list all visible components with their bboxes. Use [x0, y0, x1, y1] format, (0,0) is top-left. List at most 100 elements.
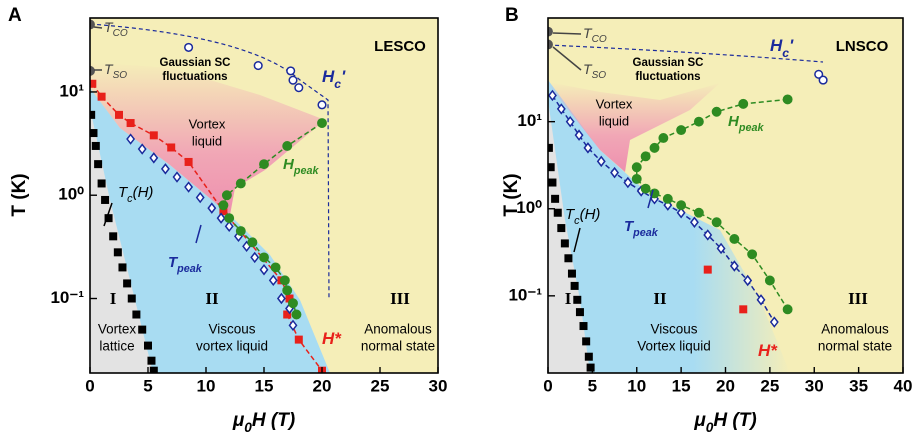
square-marker [560, 239, 569, 248]
square-marker [167, 143, 176, 152]
circle-marker [291, 309, 302, 320]
tco-label-part: CO [113, 28, 128, 39]
circle-marker [317, 118, 327, 128]
label-arrow [103, 202, 113, 227]
circle-marker [764, 275, 775, 286]
panel-label: B [505, 5, 519, 26]
x-tick-label: 40 [894, 376, 913, 395]
tc-label-part: (H) [580, 206, 601, 223]
tpeak-label: Tpeak [168, 254, 203, 275]
x-tick-label: 30 [805, 376, 824, 395]
square-marker [551, 194, 560, 203]
circle-marker [711, 106, 722, 117]
tso-label: TSO [583, 61, 606, 81]
square-marker [548, 143, 553, 152]
diamond-marker [623, 176, 633, 189]
circle-marker [247, 237, 258, 248]
square-marker [564, 254, 573, 263]
diamond-marker [556, 103, 566, 115]
circle-marker [235, 178, 246, 189]
x-axis-label-part: 0 [706, 420, 714, 435]
square-marker [127, 294, 136, 303]
y-tick-label: 10⁰ [58, 185, 84, 204]
panel-b-background [548, 18, 903, 373]
hc-label-part: c [782, 46, 789, 60]
diamond-marker [276, 292, 286, 305]
hc-label-part: H [322, 67, 335, 86]
x-axis-label-part: H (T) [713, 410, 756, 431]
x-tick-label: 30 [429, 376, 448, 395]
tpeak-label-part: T [168, 254, 179, 271]
square-marker [294, 335, 303, 344]
diamond-marker [172, 171, 182, 183]
diamond-marker [207, 202, 217, 214]
hpeak-label: Hpeak [728, 113, 764, 134]
x-tick-label: 25 [371, 376, 390, 395]
panel-a-background [90, 18, 438, 373]
square-marker [184, 157, 193, 166]
tc-label-part: T [118, 184, 129, 201]
circle-marker [818, 75, 828, 85]
square-marker [573, 295, 582, 304]
sample-name: LNSCO [836, 38, 889, 55]
tso-label-part: T [104, 61, 114, 77]
square-marker [109, 232, 118, 241]
diamond-marker [769, 316, 779, 328]
square-marker [548, 163, 555, 172]
circle-marker [218, 200, 229, 211]
circle-marker [286, 66, 296, 76]
circle-marker [782, 304, 793, 315]
hc-label-part: ' [341, 67, 346, 86]
hpeak-label-part: peak [738, 122, 765, 134]
x-axis-label-part: 0 [244, 420, 252, 435]
circle-marker [640, 151, 651, 162]
hc-label-part: H [770, 36, 783, 55]
circle-marker [548, 26, 553, 37]
fluctuation-label: fluctuations [162, 71, 227, 83]
square-marker [91, 141, 100, 150]
tc-label: Tc(H) [118, 184, 153, 205]
circle-marker [631, 173, 642, 184]
x-axis-label-part: μ [693, 410, 706, 431]
tc-label-part: (H) [133, 184, 154, 201]
square-marker [582, 337, 591, 346]
square-marker [557, 224, 566, 233]
square-marker [138, 325, 147, 334]
square-marker [579, 322, 588, 331]
circle-marker [224, 213, 235, 224]
y-axis-label: T (K) [9, 173, 30, 216]
hc-label-part: ' [789, 36, 794, 55]
diamond-marker [259, 263, 269, 276]
square-marker [126, 119, 135, 128]
x-tick-label: 10 [627, 376, 646, 395]
plot-area [90, 19, 327, 373]
tco-label-part: T [104, 19, 114, 35]
x-tick-label: 10 [197, 376, 216, 395]
circle-marker [662, 193, 673, 204]
square-marker [149, 131, 158, 140]
tc-label: Tc(H) [565, 206, 600, 227]
square-marker [548, 178, 557, 187]
diamond-marker [676, 207, 686, 219]
circle-marker [221, 190, 232, 201]
hc-label-part: c [334, 77, 341, 91]
label-arrow [93, 26, 103, 29]
diamond-marker [137, 143, 147, 155]
square-marker [149, 366, 158, 373]
circle-marker [184, 42, 194, 52]
tso-label-part: SO [113, 70, 128, 81]
diamond-marker [548, 89, 557, 102]
region-name: Anomalous [364, 322, 432, 337]
tco-label: TCO [104, 19, 128, 39]
square-marker [144, 341, 152, 350]
circle-marker [259, 159, 269, 170]
hstar-label-part: H* [758, 341, 778, 360]
region-name: vortex liquid [196, 339, 268, 354]
square-marker [567, 269, 576, 278]
region-numeral: II [653, 289, 667, 308]
x-tick-label: 25 [760, 376, 779, 395]
circle-marker [294, 83, 304, 93]
label-arrow [552, 32, 582, 35]
tso-label-part: T [583, 61, 593, 77]
label-arrow [195, 224, 202, 244]
